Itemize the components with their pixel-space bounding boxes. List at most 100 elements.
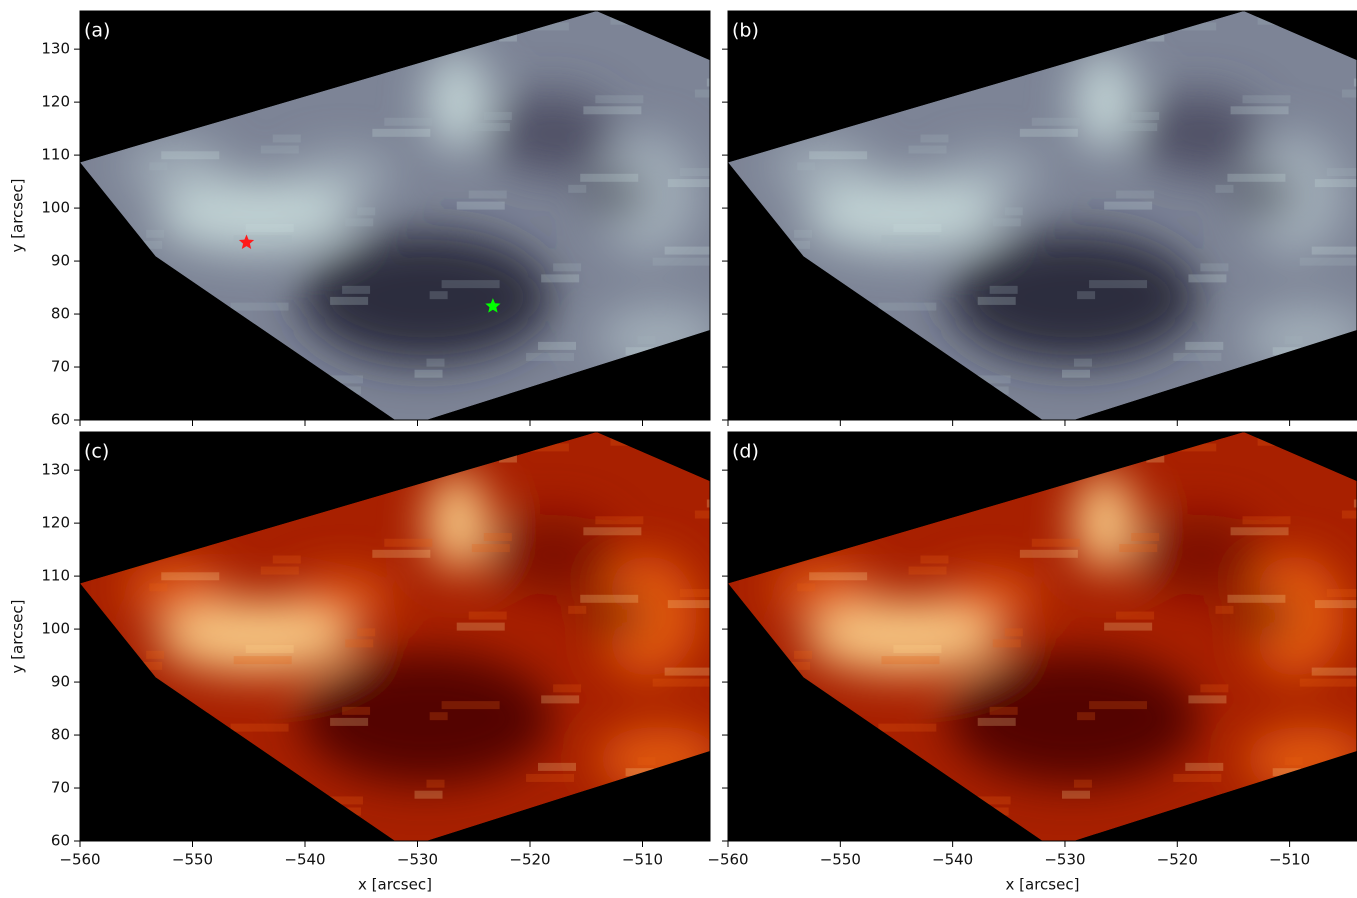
pixel-streak [1299, 678, 1357, 687]
pixel-streak [1353, 78, 1357, 87]
pixel-streak [483, 533, 512, 542]
axes-frame [727, 10, 1357, 421]
pixel-streak [260, 566, 299, 575]
pixel-streak [483, 112, 512, 121]
intensity-blob [584, 599, 647, 633]
panel-label: (a) [84, 20, 110, 42]
pixel-streak [245, 224, 294, 233]
pixel-streak [920, 555, 949, 564]
x-tick-label: −550 [172, 851, 213, 869]
pixel-streak [881, 656, 940, 665]
pixel-streak [580, 173, 639, 182]
x-tick-label: −550 [820, 851, 861, 869]
image-content [728, 432, 1357, 841]
intensity-blob [1243, 554, 1345, 678]
pixel-streak [1173, 773, 1222, 782]
pixel-streak [583, 527, 642, 536]
pixel-streak [146, 229, 165, 238]
pixel-streak [357, 628, 376, 637]
pixel-streak [161, 572, 220, 581]
pixel-streak [1341, 89, 1357, 98]
pixel-streak [1019, 128, 1078, 137]
image-content [80, 11, 710, 420]
axes-frame [727, 431, 1357, 842]
pixel-streak [471, 544, 510, 553]
pixel-streak [330, 717, 369, 726]
intensity-blob [1243, 133, 1345, 257]
pixel-streak [1146, 33, 1165, 42]
intensity-blob [1073, 472, 1137, 572]
pixel-streak [541, 695, 580, 704]
pixel-streak [625, 768, 654, 777]
y-tick-label: 60 [51, 411, 70, 429]
x-tick-label: −530 [1044, 851, 1085, 869]
pixel-streak [468, 611, 507, 620]
pixel-streak [553, 684, 582, 693]
y-tick-label: 70 [51, 779, 70, 797]
y-tick-label: 110 [41, 146, 70, 164]
y-tick-label: 60 [51, 832, 70, 850]
pixel-streak [977, 717, 1016, 726]
pixel-streak [1200, 684, 1229, 693]
pixel-streak [580, 594, 639, 603]
intensity-blob [294, 154, 395, 196]
pixel-streak [664, 246, 710, 255]
intensity-blob [1136, 92, 1263, 175]
pixel-streak [1077, 291, 1096, 300]
pixel-streak [962, 375, 1011, 384]
pixel-streak [342, 706, 371, 715]
pixel-streak [694, 510, 710, 519]
pixel-streak [706, 499, 710, 508]
pixel-streak [989, 706, 1018, 715]
x-tick-label: −540 [932, 851, 973, 869]
intensity-blob [155, 599, 358, 674]
pixel-streak [595, 516, 644, 525]
pixel-streak [1031, 117, 1080, 126]
y-axis-label: y [arcsec] [9, 179, 27, 253]
pixel-streak [679, 168, 710, 177]
pixel-streak [342, 285, 371, 294]
pixel-streak [1215, 184, 1234, 193]
pixel-streak [468, 190, 507, 199]
pixel-streak [1116, 611, 1155, 620]
pixel-streak [414, 790, 443, 799]
intensity-blob [772, 141, 873, 191]
pixel-streak [1119, 123, 1158, 132]
pixel-streak [1131, 112, 1160, 121]
y-tick-label: 100 [41, 620, 70, 638]
pixel-streak [1272, 768, 1301, 777]
axes-frame [79, 431, 711, 842]
pixel-streak [794, 229, 813, 238]
pixel-streak [583, 106, 642, 115]
intensity-blob [1231, 599, 1295, 633]
pixel-streak [1227, 594, 1286, 603]
pixel-streak [538, 762, 577, 771]
pixel-streak [989, 285, 1018, 294]
pixel-streak [694, 89, 710, 98]
pixel-streak [893, 645, 942, 654]
pixel-streak [1311, 246, 1357, 255]
intensity-blob [941, 575, 1043, 617]
pixel-streak [1326, 168, 1357, 177]
pixel-streak [1284, 336, 1303, 345]
pixel-streak [149, 583, 168, 592]
y-tick-label: 70 [51, 358, 70, 376]
pixel-streak [1311, 667, 1357, 676]
pixel-streak [441, 280, 500, 289]
pixel-streak [679, 589, 710, 598]
intensity-blob [1231, 178, 1295, 212]
x-tick-label: −520 [509, 851, 550, 869]
pixel-streak [1314, 600, 1357, 609]
pixel-streak [1188, 274, 1227, 283]
panel-label: (c) [84, 441, 109, 463]
pixel-streak [809, 151, 868, 160]
pixel-streak [471, 123, 510, 132]
star-marker [485, 298, 501, 313]
pixel-streak [146, 650, 165, 659]
pixel-streak [1341, 510, 1357, 519]
pixel-streak [456, 201, 505, 210]
y-tick-label: 120 [41, 93, 70, 111]
intensity-blob [948, 652, 1200, 784]
image-content [80, 432, 710, 841]
pixel-streak [1019, 549, 1078, 558]
